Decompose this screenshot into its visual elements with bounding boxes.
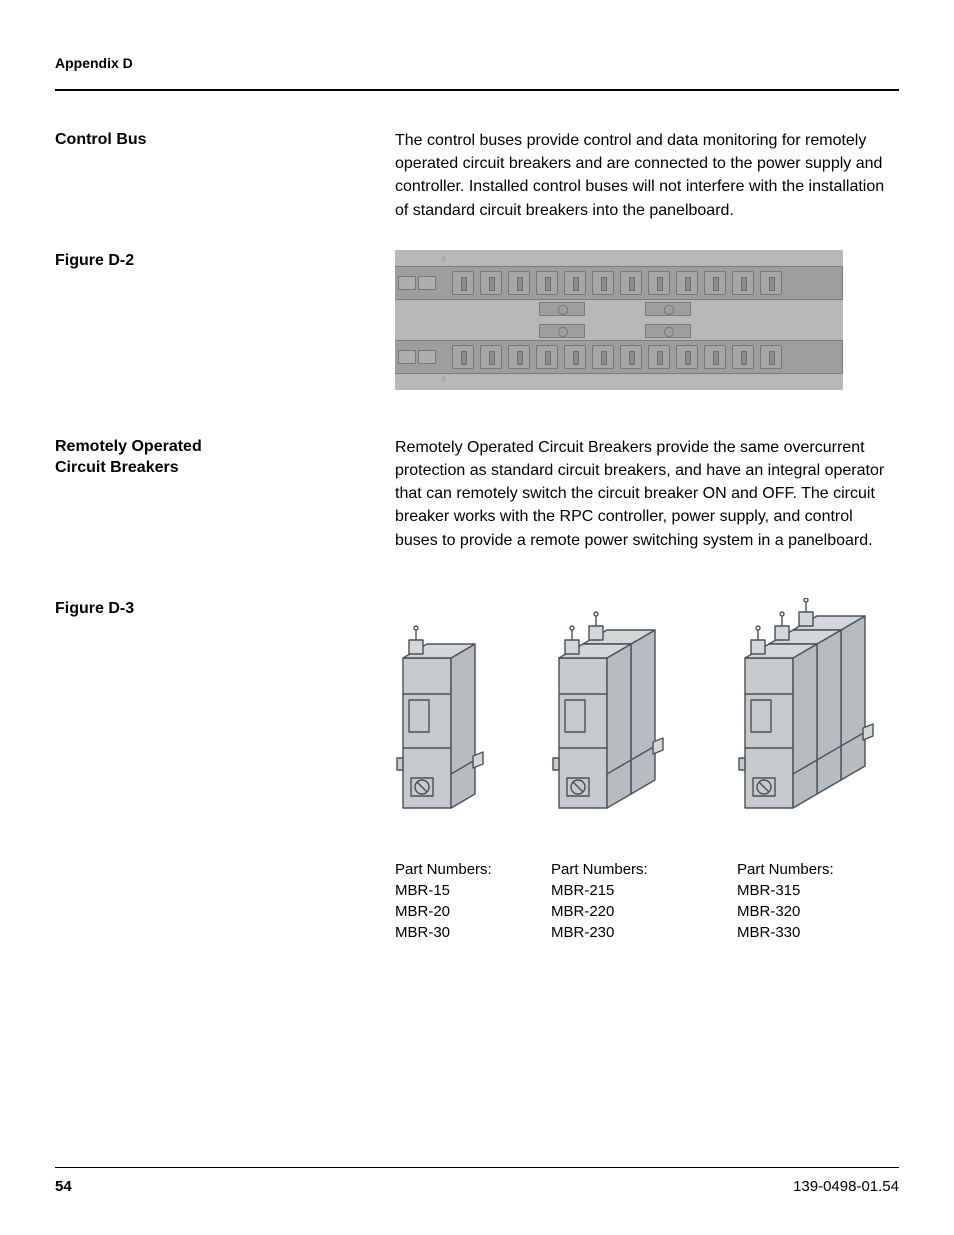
page-number: 54 xyxy=(55,1178,72,1195)
part-number: MBR-220 xyxy=(551,901,701,922)
breaker-drawing xyxy=(551,598,701,853)
bus-slot xyxy=(592,345,614,369)
bus-slot xyxy=(452,345,474,369)
bus-slot xyxy=(536,271,558,295)
section-title-rocb-l2: Circuit Breakers xyxy=(55,457,395,479)
part-number: MBR-15 xyxy=(395,880,515,901)
bus-slot xyxy=(480,345,502,369)
part-number: MBR-30 xyxy=(395,922,515,943)
section-title-rocb: Remotely Operated Circuit Breakers xyxy=(55,436,395,552)
page-footer: 54 139-0498-01.54 xyxy=(55,1167,899,1195)
bus-slots-bot xyxy=(452,345,842,369)
bus-slot xyxy=(732,345,754,369)
bus-slot xyxy=(704,345,726,369)
bus-connector-end xyxy=(398,345,438,369)
section-body-control-bus: The control buses provide control and da… xyxy=(395,129,899,222)
bus-slot xyxy=(508,271,530,295)
breaker-drawing xyxy=(395,598,515,853)
breaker-2pole: Part Numbers:MBR-215MBR-220MBR-230 xyxy=(551,598,701,943)
figure-d3-label: Figure D-3 xyxy=(55,598,395,943)
part-number: MBR-215 xyxy=(551,880,701,901)
section-control-bus: Control Bus The control buses provide co… xyxy=(55,129,899,222)
figure-d3-image-row: Part Numbers:MBR-15MBR-20MBR-30Part Numb… xyxy=(395,598,917,943)
breaker-part-numbers: Part Numbers:MBR-315MBR-320MBR-330 xyxy=(737,859,917,943)
part-numbers-label: Part Numbers: xyxy=(551,859,701,880)
figure-d2-label: Figure D-2 xyxy=(55,250,395,390)
doc-number: 139-0498-01.54 xyxy=(793,1178,899,1195)
breaker-part-numbers: Part Numbers:MBR-15MBR-20MBR-30 xyxy=(395,859,515,943)
bus-slot xyxy=(592,271,614,295)
bus-slot xyxy=(676,345,698,369)
bus-slot xyxy=(452,271,474,295)
bus-strip-bot xyxy=(395,340,843,374)
part-number: MBR-330 xyxy=(737,922,917,943)
page-header: Appendix D xyxy=(55,55,899,91)
part-numbers-label: Part Numbers: xyxy=(395,859,515,880)
bus-slot xyxy=(648,271,670,295)
bus-slot xyxy=(760,345,782,369)
breaker-3pole: Part Numbers:MBR-315MBR-320MBR-330 xyxy=(737,598,917,943)
part-number: MBR-230 xyxy=(551,922,701,943)
bus-slot xyxy=(620,271,642,295)
bus-slot xyxy=(480,271,502,295)
bus-slot xyxy=(648,345,670,369)
bus-mid-tabs-bot xyxy=(515,324,715,338)
bus-slot xyxy=(676,271,698,295)
breaker-drawing xyxy=(737,598,917,853)
bus-slot xyxy=(564,345,586,369)
bus-slots-top xyxy=(452,271,842,295)
bus-slot xyxy=(620,345,642,369)
part-number: MBR-315 xyxy=(737,880,917,901)
figure-d2-image: ⠿ ⠿ xyxy=(395,250,843,390)
section-title-control-bus: Control Bus xyxy=(55,129,395,222)
bus-label-icon: ⠿ xyxy=(441,256,465,264)
bus-slot xyxy=(536,345,558,369)
breaker-part-numbers: Part Numbers:MBR-215MBR-220MBR-230 xyxy=(551,859,701,943)
bus-slot xyxy=(564,271,586,295)
bus-slot xyxy=(508,345,530,369)
section-body-rocb: Remotely Operated Circuit Breakers provi… xyxy=(395,436,899,552)
section-figure-d2: Figure D-2 ⠿ ⠿ xyxy=(55,250,899,390)
bus-label-icon: ⠿ xyxy=(441,376,465,384)
part-numbers-label: Part Numbers: xyxy=(737,859,917,880)
bus-connector-end xyxy=(398,271,438,295)
section-title-rocb-l1: Remotely Operated xyxy=(55,436,395,458)
bus-strip-top xyxy=(395,266,843,300)
section-figure-d3: Figure D-3 Part Numbers:MBR-15MBR-20MBR-… xyxy=(55,598,899,943)
bus-slot xyxy=(760,271,782,295)
bus-mid-tabs-top xyxy=(515,302,715,316)
breaker-1pole: Part Numbers:MBR-15MBR-20MBR-30 xyxy=(395,598,515,943)
part-number: MBR-20 xyxy=(395,901,515,922)
section-rocb: Remotely Operated Circuit Breakers Remot… xyxy=(55,436,899,552)
bus-slot xyxy=(732,271,754,295)
part-number: MBR-320 xyxy=(737,901,917,922)
bus-slot xyxy=(704,271,726,295)
